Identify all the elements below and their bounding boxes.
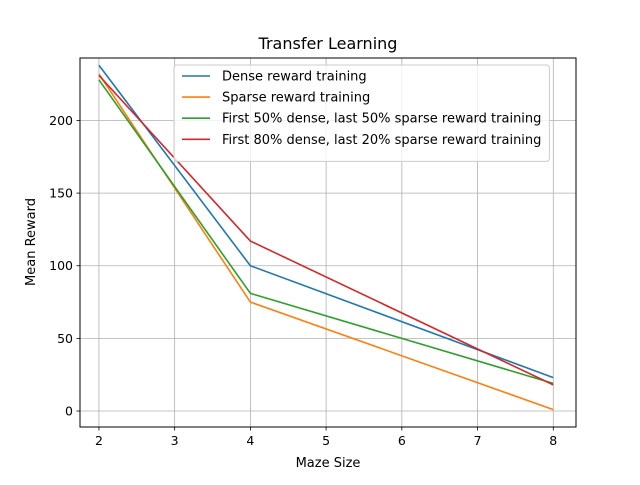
plot-frame	[79, 57, 577, 428]
x-tick-label: 8	[549, 433, 557, 448]
x-tick-label: 2	[95, 433, 103, 448]
y-axis-label: Mean Reward	[24, 198, 39, 286]
series-lines	[98, 64, 554, 411]
series-line-4	[98, 74, 554, 386]
series-line-1	[98, 64, 554, 379]
x-tick-label: 4	[246, 433, 254, 448]
x-axis-label: Maze Size	[296, 456, 361, 471]
legend-items: Dense reward training Sparse reward train…	[182, 70, 541, 148]
legend-box	[173, 64, 550, 162]
y-tick-label: 100	[49, 258, 73, 273]
x-tick-label: 6	[398, 433, 406, 448]
x-tick-label: 3	[171, 433, 179, 448]
y-tick-label: 200	[49, 113, 73, 128]
legend-label-1: Dense reward training	[222, 70, 367, 85]
y-tick-label: 150	[49, 186, 73, 201]
x-tick-label: 5	[322, 433, 330, 448]
x-tick-label: 7	[474, 433, 482, 448]
chart-title: Transfer Learning	[258, 34, 398, 53]
legend: Dense reward training Sparse reward train…	[173, 64, 550, 162]
series-line-3	[98, 79, 554, 385]
y-tick-label: 50	[57, 331, 73, 346]
y-tick-label: 0	[65, 404, 73, 419]
legend-label-4: First 80% dense, last 20% sparse reward …	[222, 133, 541, 148]
legend-label-3: First 50% dense, last 50% sparse reward …	[222, 112, 541, 127]
axis-ticks: 2 3 4 5 6 7 8 0 50 100 150 200	[49, 113, 557, 448]
legend-label-2: Sparse reward training	[222, 91, 370, 106]
